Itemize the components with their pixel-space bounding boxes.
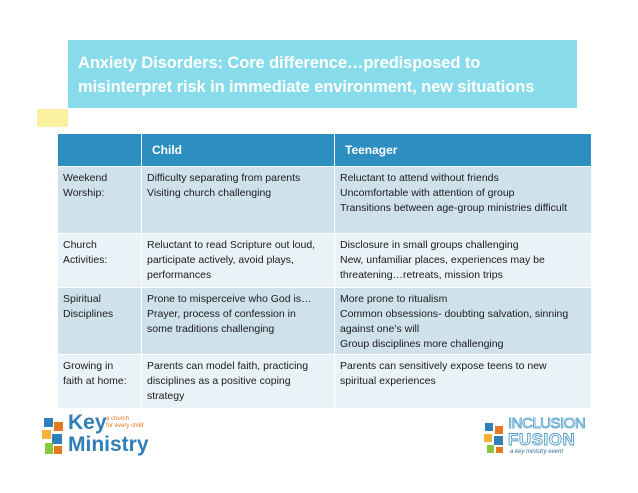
cell-line: Prone to misperceive who God is… [147,293,312,305]
comparison-table: Child Teenager Weekend Worship: Difficul… [57,133,592,409]
child-cell: Difficulty separating from parents Visit… [141,166,335,234]
key-ministry-word-key: Key [68,411,107,434]
cell-line: Difficulty separating from parents [147,172,301,184]
row-label-line: Growing in [63,360,114,372]
table-row: Spiritual Disciplines Prone to mispercei… [57,287,592,355]
row-label-line: Activities: [63,254,108,266]
key-ministry-mark-icon [42,418,63,454]
cell-line: Visiting church challenging [147,187,272,199]
cell-line: Reluctant to read Scripture out loud, [147,239,316,251]
cell-line: Group disciplines more challenging [340,338,504,350]
cell-line: Prayer, process of confession in [147,308,296,320]
header-empty [57,133,142,167]
teen-cell: Parents can sensitively expose teens to … [334,354,592,409]
inclusion-fusion-mark-icon [484,423,503,453]
inclusion-fusion-tagline: a key ministry event [510,449,564,455]
table-header-row: Child Teenager [57,133,592,167]
teen-cell: Reluctant to attend without friends Unco… [334,166,592,234]
header-child: Child [141,133,335,167]
slide-title: Anxiety Disorders: Core difference…predi… [78,51,578,99]
cell-line: against one’s will [340,323,420,335]
cell-line: threatening…retreats, mission trips [340,269,503,281]
inclusion-fusion-word-inclusion: INCLUSION [508,415,586,432]
inclusion-fusion-word-fusion: FUSION [508,430,576,449]
inclusion-fusion-logo: INCLUSION FUSION a key ministry event [484,415,596,460]
cell-line: strategy [147,390,185,402]
cell-line: Transitions between age-group ministries… [340,202,568,214]
cell-line: More prone to ritualism [340,293,448,305]
header-teenager: Teenager [334,133,592,167]
row-label-line: Spiritual [63,293,101,305]
key-ministry-logo: Key a church for every child Ministry [42,411,149,460]
accent-block [37,109,68,127]
cell-line: Parents can model faith, practicing [147,360,309,372]
cell-line: New, unfamiliar places, experiences may … [340,254,545,266]
cell-line: Uncomfortable with attention of group [340,187,515,199]
slide-title-line-2: misinterpret risk in immediate environme… [78,78,535,96]
row-label-line: Weekend [63,172,108,184]
cell-line: performances [147,269,212,281]
cell-line: disciplines as a positive coping [147,375,291,387]
title-banner [68,40,577,108]
cell-line: spiritual experiences [340,375,436,387]
key-ministry-tagline-line: a church [106,416,130,422]
cell-line: some traditions challenging [147,323,275,335]
table-row: Weekend Worship: Difficulty separating f… [57,166,592,234]
row-label-line: faith at home: [63,375,127,387]
child-cell: Prone to misperceive who God is… Prayer,… [141,287,335,355]
cell-line: participate actively, avoid plays, [147,254,294,266]
table-row: Church Activities: Reluctant to read Scr… [57,233,592,288]
key-ministry-tagline: a church for every child [106,416,143,430]
teen-cell: More prone to ritualism Common obsession… [334,287,592,355]
row-label-line: Church [63,239,97,251]
row-label: Spiritual Disciplines [57,287,142,355]
row-label: Growing in faith at home: [57,354,142,409]
row-label-line: Disciplines [63,308,114,320]
teen-cell: Disclosure in small groups challenging N… [334,233,592,288]
row-label: Church Activities: [57,233,142,288]
child-cell: Parents can model faith, practicing disc… [141,354,335,409]
cell-line: Common obsessions- doubting salvation, s… [340,308,569,320]
key-ministry-word-ministry: Ministry [68,433,149,456]
cell-line: Parents can sensitively expose teens to … [340,360,547,372]
cell-line: Reluctant to attend without friends [340,172,499,184]
row-label: Weekend Worship: [57,166,142,234]
key-ministry-tagline-line: for every child [106,423,144,429]
slide-title-line-1: Anxiety Disorders: Core difference…predi… [78,54,481,72]
child-cell: Reluctant to read Scripture out loud, pa… [141,233,335,288]
table-row: Growing in faith at home: Parents can mo… [57,354,592,409]
cell-line: Disclosure in small groups challenging [340,239,519,251]
row-label-line: Worship: [63,187,105,199]
